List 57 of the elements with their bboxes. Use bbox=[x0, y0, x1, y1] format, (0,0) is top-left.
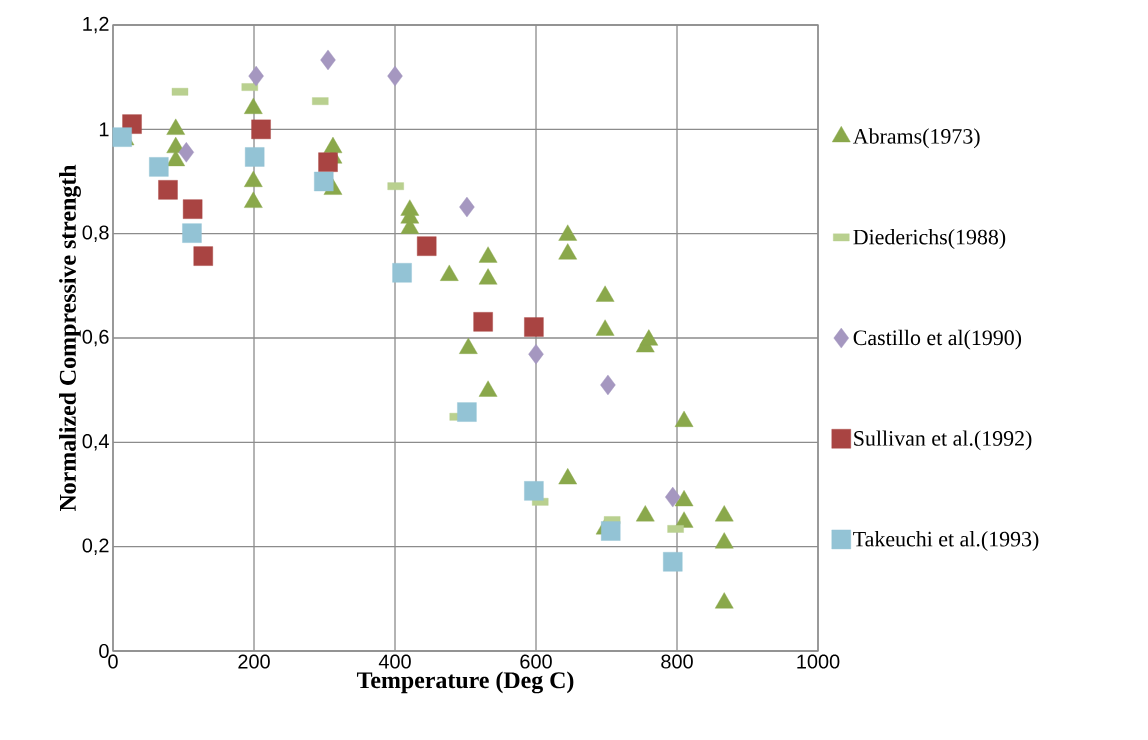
y-tick-label: 0,8 bbox=[82, 225, 109, 242]
y-tick-label: 1,2 bbox=[83, 16, 109, 34]
y-tick-label: 0,4 bbox=[82, 434, 109, 451]
point bbox=[524, 317, 544, 337]
y-axis-title: Normalized Compressive strength bbox=[59, 164, 81, 512]
point bbox=[251, 119, 271, 140]
point bbox=[635, 505, 655, 522]
y-tick-label: 0,2 bbox=[82, 538, 109, 555]
legend-label: Abrams(1973) bbox=[852, 128, 980, 149]
y-tick-label: 0,6 bbox=[82, 329, 109, 347]
point bbox=[178, 142, 195, 163]
point bbox=[714, 532, 734, 549]
point bbox=[158, 180, 178, 200]
point bbox=[314, 171, 334, 192]
point bbox=[558, 224, 578, 241]
point bbox=[714, 505, 734, 522]
point bbox=[459, 337, 478, 354]
point bbox=[320, 49, 336, 71]
point bbox=[193, 246, 213, 266]
x-tick-label: 1000 bbox=[797, 654, 840, 669]
point bbox=[595, 319, 615, 336]
point bbox=[440, 264, 459, 281]
point bbox=[478, 380, 498, 397]
point bbox=[558, 243, 578, 260]
point bbox=[558, 468, 578, 485]
point bbox=[318, 152, 338, 172]
x-tick-label: 400 bbox=[378, 654, 411, 669]
point bbox=[528, 343, 544, 365]
point bbox=[478, 246, 498, 263]
point bbox=[674, 410, 694, 427]
y-tick-label: 0 bbox=[99, 643, 109, 659]
point bbox=[149, 157, 169, 177]
legend-label: Takeuchi et al.(1993) bbox=[853, 531, 1039, 551]
point bbox=[387, 65, 403, 87]
point bbox=[674, 490, 694, 507]
point bbox=[182, 199, 203, 219]
point bbox=[459, 196, 475, 218]
point bbox=[245, 147, 265, 167]
legend-label: Castillo et al(1990) bbox=[853, 329, 1022, 350]
point bbox=[600, 374, 616, 396]
legend-label: Diederichs(1988) bbox=[853, 229, 1006, 249]
point bbox=[392, 263, 412, 283]
x-tick-label: 800 bbox=[661, 654, 693, 669]
point bbox=[639, 329, 659, 346]
point bbox=[457, 402, 477, 422]
point bbox=[248, 65, 264, 87]
legend-label: Sullivan et al.(1992) bbox=[854, 430, 1032, 451]
x-axis-title: Temperature (Deg C) bbox=[356, 671, 574, 694]
point bbox=[478, 268, 498, 285]
y-tick-label: 1 bbox=[99, 122, 109, 137]
point bbox=[473, 312, 493, 332]
point bbox=[714, 592, 734, 609]
point bbox=[417, 236, 437, 256]
point bbox=[595, 285, 615, 302]
point bbox=[182, 223, 202, 243]
x-tick-label: 600 bbox=[520, 654, 552, 669]
x-tick-label: 200 bbox=[238, 654, 270, 669]
